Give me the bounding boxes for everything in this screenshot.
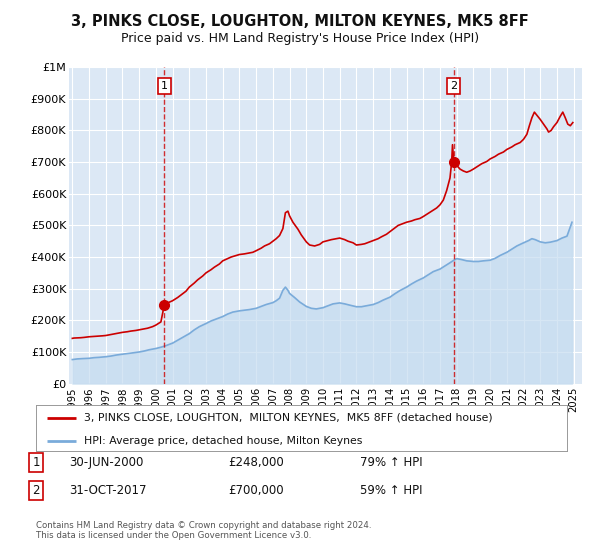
Text: 1: 1 xyxy=(161,81,168,91)
Text: Price paid vs. HM Land Registry's House Price Index (HPI): Price paid vs. HM Land Registry's House … xyxy=(121,32,479,45)
Text: 79% ↑ HPI: 79% ↑ HPI xyxy=(360,456,422,469)
Text: 2: 2 xyxy=(32,484,40,497)
Text: 30-JUN-2000: 30-JUN-2000 xyxy=(69,456,143,469)
Text: £248,000: £248,000 xyxy=(228,456,284,469)
Text: 3, PINKS CLOSE, LOUGHTON, MILTON KEYNES, MK5 8FF: 3, PINKS CLOSE, LOUGHTON, MILTON KEYNES,… xyxy=(71,14,529,29)
Text: 1: 1 xyxy=(32,456,40,469)
Text: 3, PINKS CLOSE, LOUGHTON,  MILTON KEYNES,  MK5 8FF (detached house): 3, PINKS CLOSE, LOUGHTON, MILTON KEYNES,… xyxy=(84,413,493,423)
Text: £700,000: £700,000 xyxy=(228,484,284,497)
Text: HPI: Average price, detached house, Milton Keynes: HPI: Average price, detached house, Milt… xyxy=(84,436,362,446)
Text: Contains HM Land Registry data © Crown copyright and database right 2024.
This d: Contains HM Land Registry data © Crown c… xyxy=(36,521,371,540)
Text: 2: 2 xyxy=(450,81,457,91)
Text: 59% ↑ HPI: 59% ↑ HPI xyxy=(360,484,422,497)
Text: 31-OCT-2017: 31-OCT-2017 xyxy=(69,484,146,497)
